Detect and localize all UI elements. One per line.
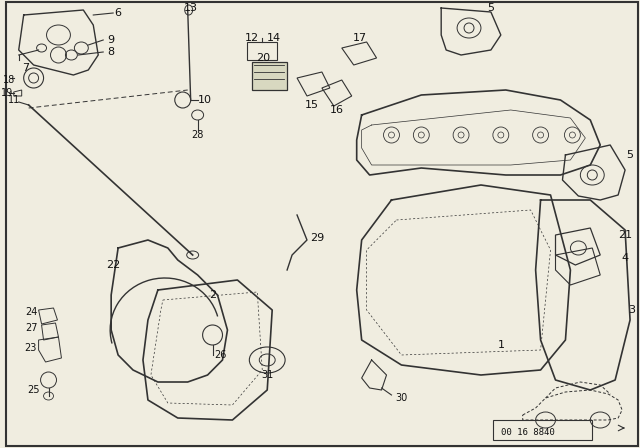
Text: 2: 2 xyxy=(209,290,216,300)
Text: 19: 19 xyxy=(1,88,13,98)
Text: 13: 13 xyxy=(184,3,198,13)
Text: 17: 17 xyxy=(353,33,367,43)
Text: 7: 7 xyxy=(22,63,29,73)
Text: 29: 29 xyxy=(310,233,324,243)
Text: 16: 16 xyxy=(330,105,344,115)
Text: 21: 21 xyxy=(618,230,632,240)
Text: 12: 12 xyxy=(245,33,259,43)
Text: 31: 31 xyxy=(261,370,273,380)
Text: 18: 18 xyxy=(3,75,15,85)
Text: 27: 27 xyxy=(26,323,38,333)
Text: 14: 14 xyxy=(267,33,281,43)
Text: 15: 15 xyxy=(305,100,319,110)
Text: 20: 20 xyxy=(256,53,270,63)
Text: 26: 26 xyxy=(214,350,227,360)
Text: 9: 9 xyxy=(108,35,115,45)
Text: 1: 1 xyxy=(497,340,504,350)
Text: 30: 30 xyxy=(396,393,408,403)
Bar xyxy=(493,420,592,440)
Text: 23: 23 xyxy=(24,343,37,353)
Text: 28: 28 xyxy=(191,130,204,140)
Text: 00 16 8840: 00 16 8840 xyxy=(501,427,555,436)
Text: 10: 10 xyxy=(198,95,212,105)
Text: 24: 24 xyxy=(26,307,38,317)
Bar xyxy=(252,62,287,90)
Text: 25: 25 xyxy=(28,385,40,395)
Text: 11: 11 xyxy=(8,95,20,105)
Text: 6: 6 xyxy=(115,8,122,18)
Text: 4: 4 xyxy=(621,253,628,263)
Text: 3: 3 xyxy=(628,305,636,315)
Text: 22: 22 xyxy=(106,260,120,270)
Text: 5: 5 xyxy=(627,150,634,160)
Text: 8: 8 xyxy=(108,47,115,57)
Text: 5: 5 xyxy=(488,3,494,13)
Bar xyxy=(247,42,277,60)
